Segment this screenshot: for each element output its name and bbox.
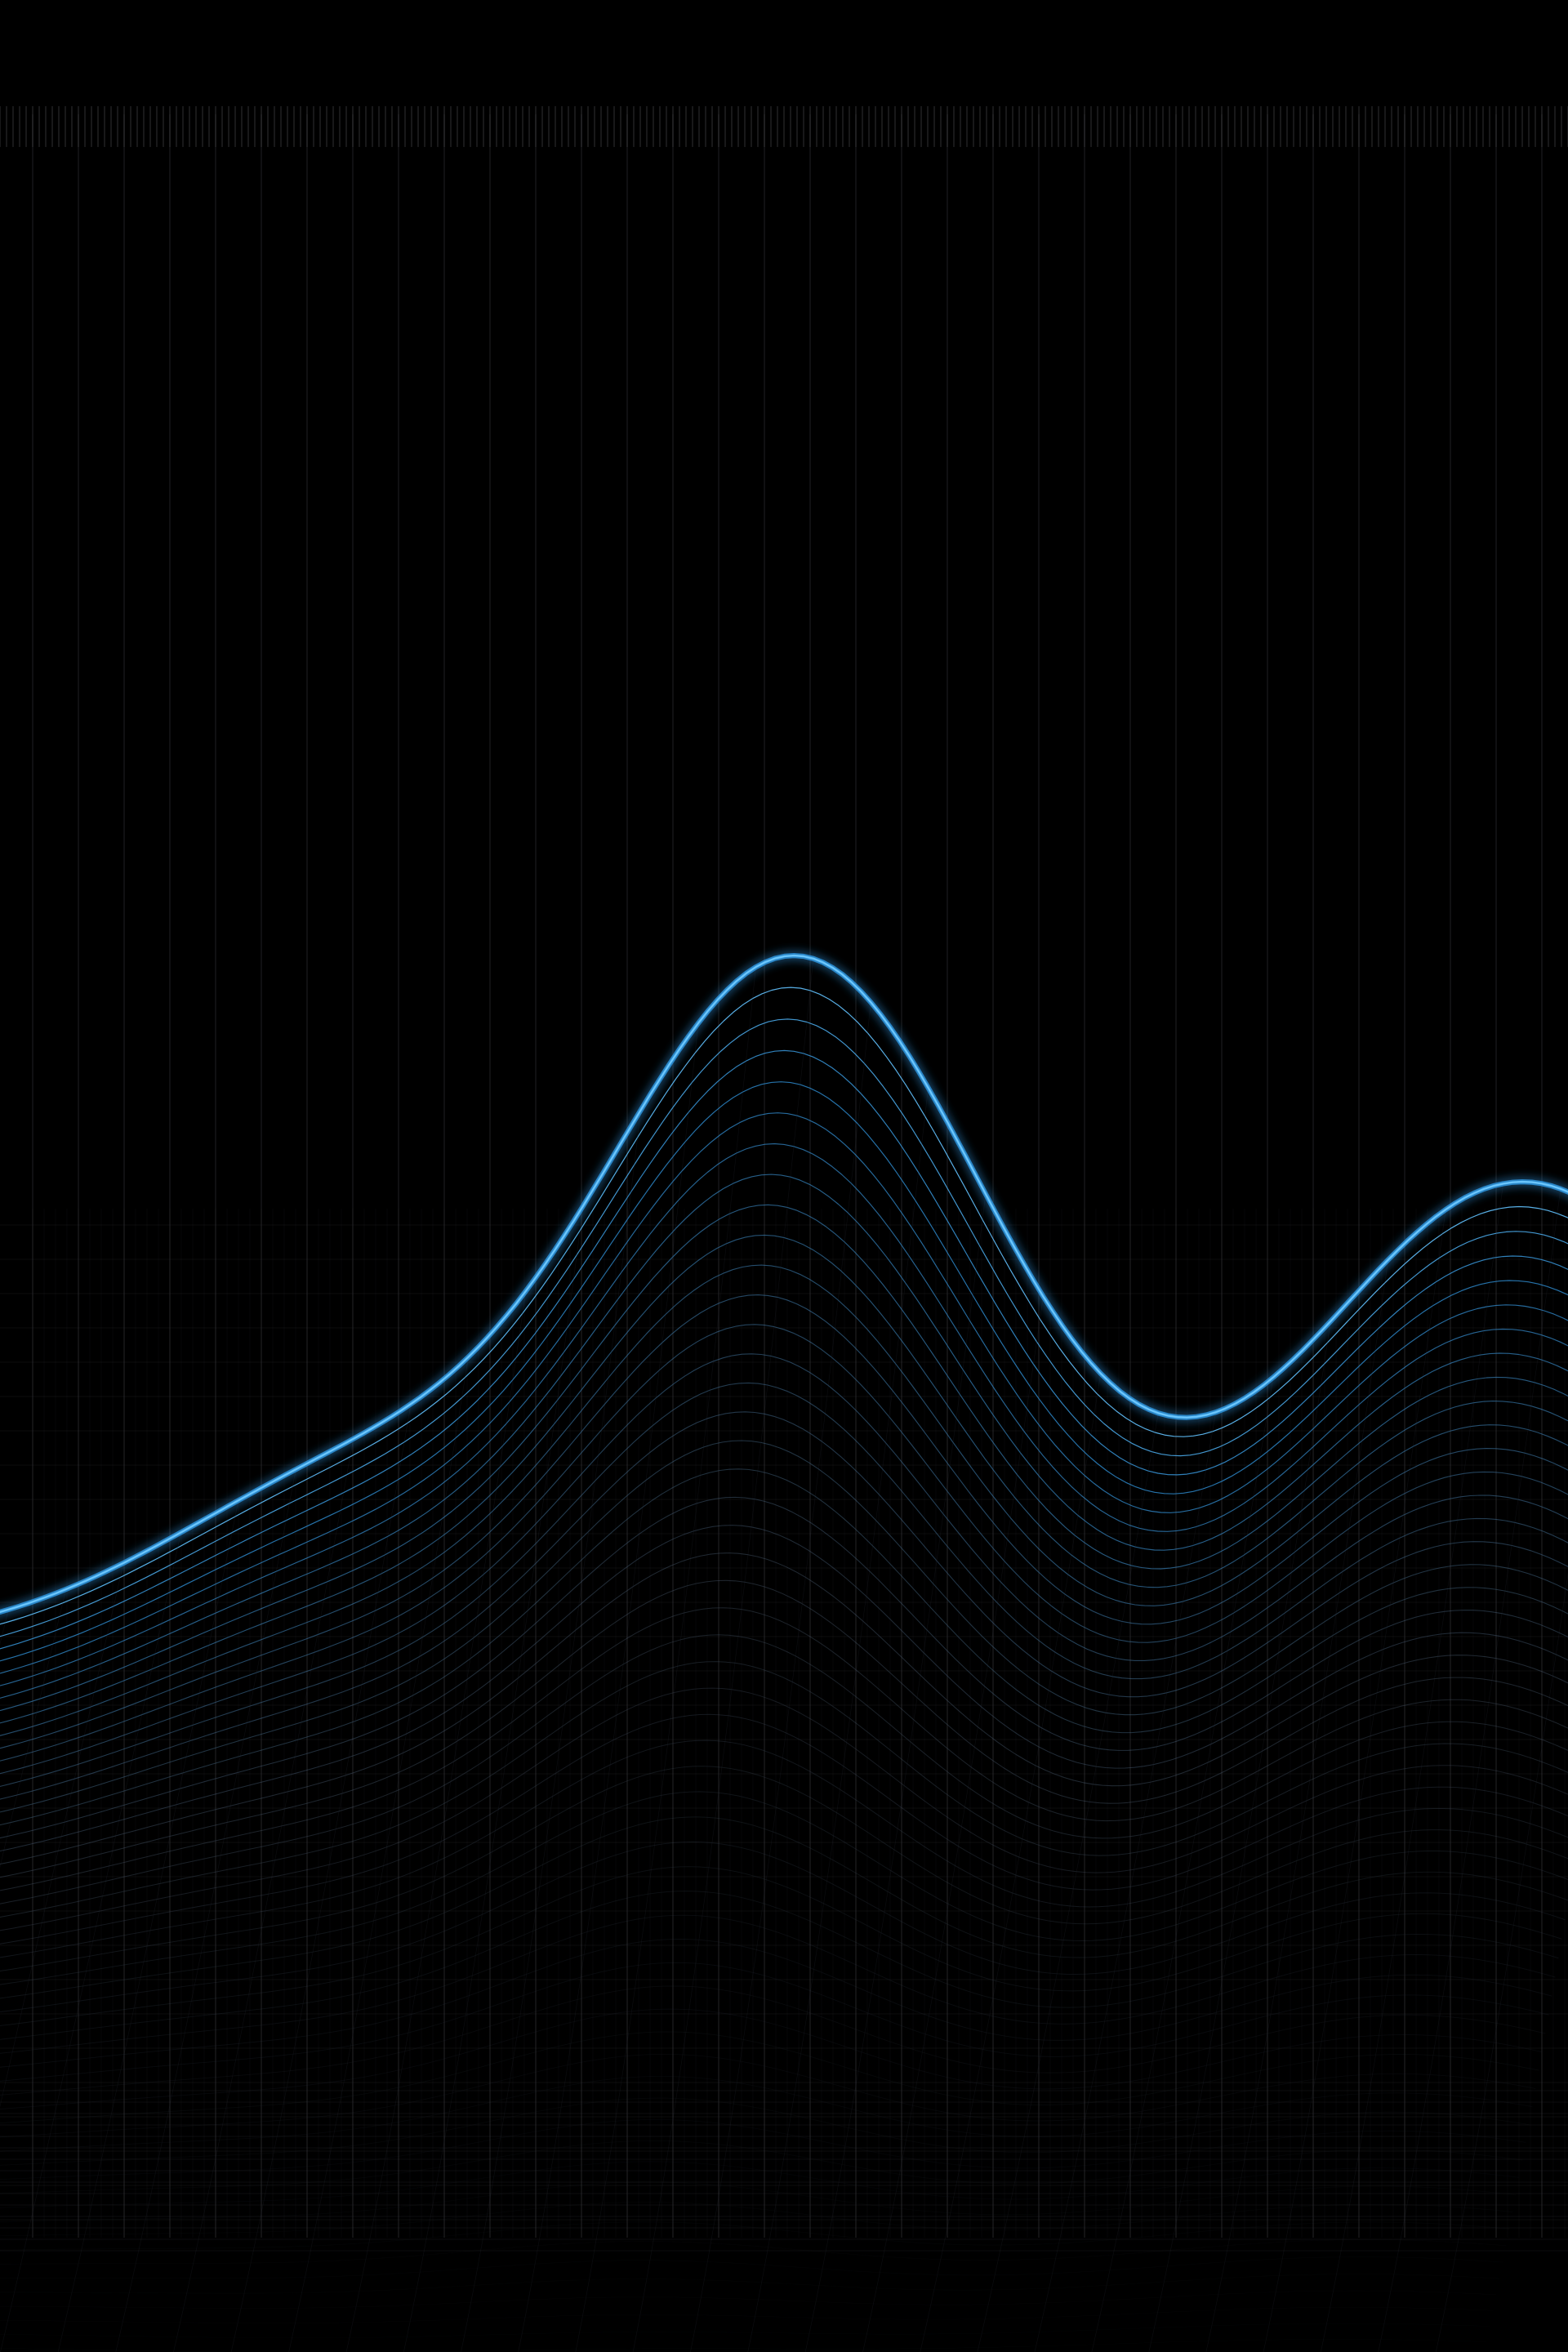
chart-svg [0, 0, 1568, 2352]
wireframe-chart [0, 0, 1568, 2352]
